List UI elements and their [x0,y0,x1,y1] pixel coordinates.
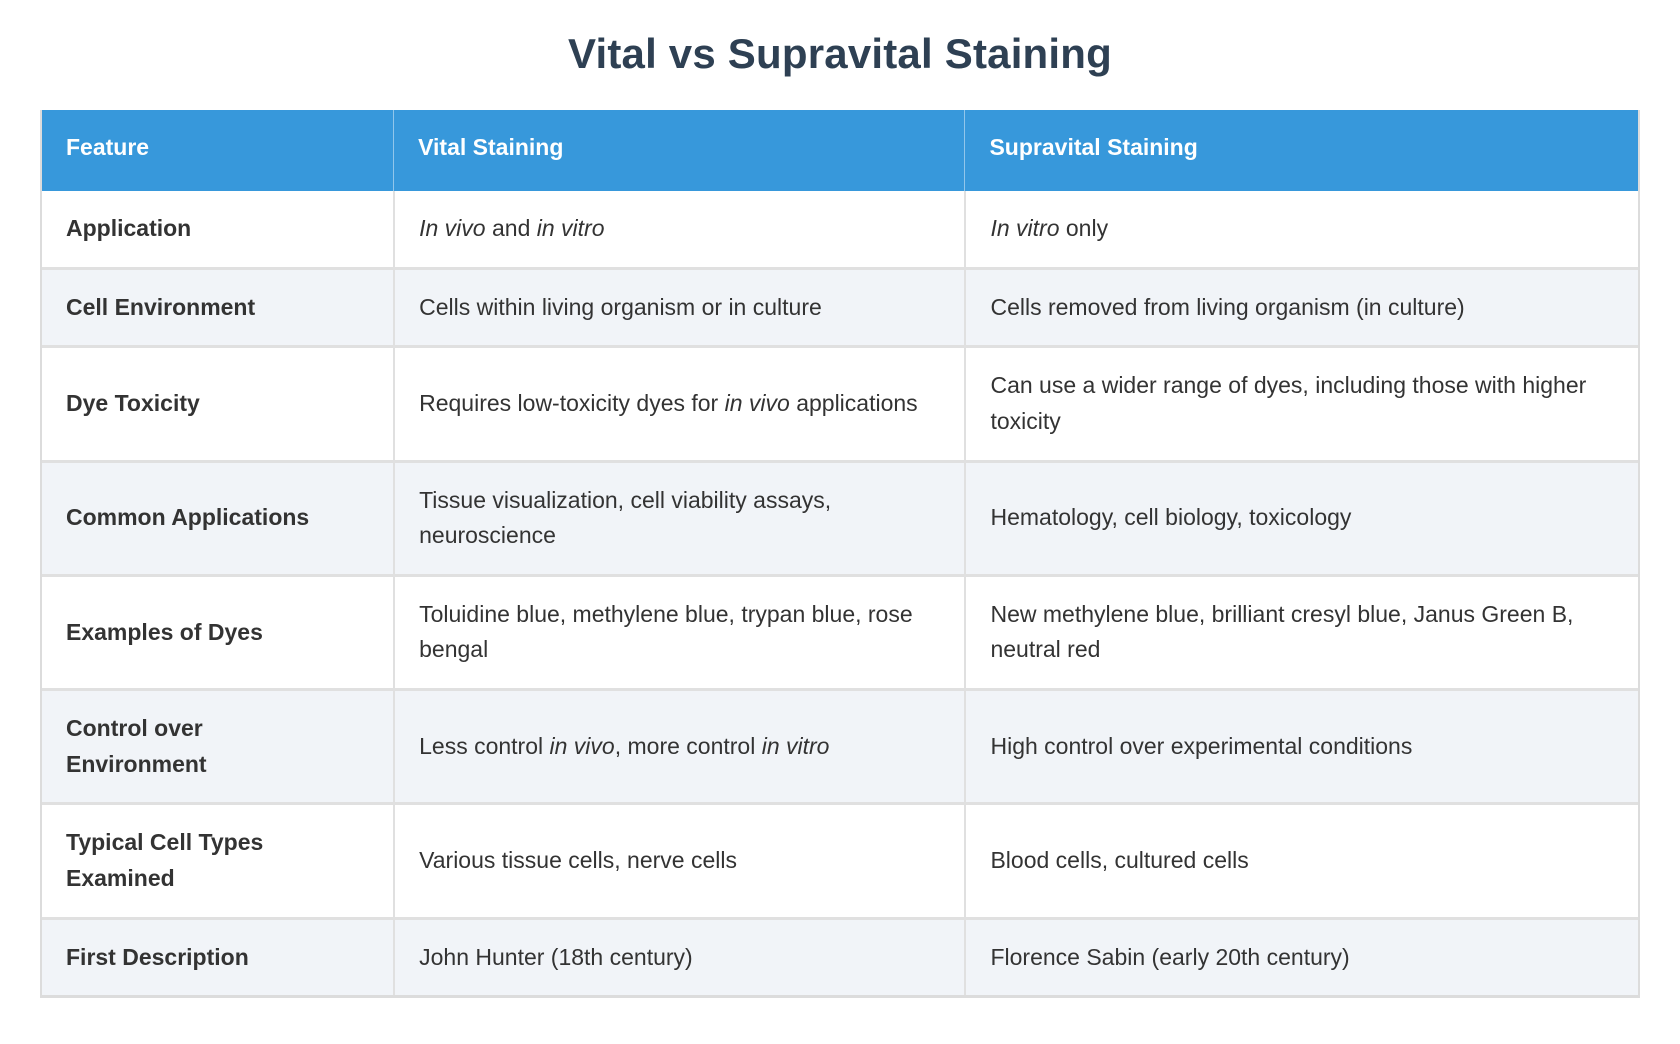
vital-staining-cell: In vivo and in vitro [393,191,965,267]
text-segment: Cells within living organism or in cultu… [419,293,822,320]
italic-text-segment: in vivo [724,390,790,417]
vital-staining-cell: Less control in vivo, more control in vi… [393,688,965,803]
vital-staining-cell: Tissue visualization, cell viability ass… [393,459,965,574]
text-segment: Requires low-toxicity dyes for [419,390,725,417]
feature-cell: Typical Cell Types Examined [42,802,394,917]
feature-cell: Cell Environment [42,266,394,346]
italic-text-segment: in vivo [549,732,615,759]
table-header-row: Feature Vital Staining Supravital Staini… [42,110,1638,191]
table-row: Common Applications Tissue visualization,… [42,459,1638,574]
vital-staining-cell: Requires low-toxicity dyes for in vivo a… [393,345,965,460]
supravital-staining-cell: Cells removed from living organism (in c… [964,266,1638,346]
supravital-staining-cell: High control over experimental condition… [964,688,1638,803]
vital-staining-cell: Toluidine blue, methylene blue, trypan b… [393,573,965,689]
page-title: Vital vs Supravital Staining [568,30,1112,77]
table-row: Cell Environment Cells within living orga… [42,266,1638,346]
comparison-table: Feature Vital Staining Supravital Staini… [40,110,1640,999]
text-segment: Various tissue cells, nerve cells [419,847,737,874]
italic-text-segment: In vitro [990,215,1060,241]
table-row: First Description John Hunter (18th centu… [42,916,1638,996]
vital-staining-cell: John Hunter (18th century) [393,916,965,996]
text-segment: Less control [419,732,550,759]
column-header-vital-staining: Vital Staining [393,110,965,191]
vital-staining-cell: Various tissue cells, nerve cells [393,802,965,917]
feature-cell: Common Applications [42,459,394,574]
text-segment: Blood cells, cultured cells [990,847,1249,874]
supravital-staining-cell: Hematology, cell biology, toxicology [964,459,1638,574]
text-segment: applications [789,390,918,417]
feature-cell: Control over Environment [42,688,394,803]
table-row: Control over Environment Less control in … [42,688,1638,803]
text-segment: only [1059,215,1109,241]
text-segment: and [485,215,537,241]
italic-text-segment: in vitro [536,215,605,241]
table-row: Dye Toxicity Requires low-toxicity dyes f… [42,345,1638,460]
text-segment: Can use a wider range of dyes, including… [990,372,1587,434]
text-segment: Toluidine blue, methylene blue, trypan b… [419,600,913,663]
italic-text-segment: in vitro [761,732,830,759]
table-row: Application In vivo and in vitro In vitro … [42,191,1638,267]
text-segment: John Hunter (18th century) [419,943,693,970]
supravital-staining-cell: Blood cells, cultured cells [964,802,1638,917]
supravital-staining-cell: Florence Sabin (early 20th century) [964,916,1638,996]
supravital-staining-cell: New methylene blue, brilliant cresyl blu… [964,573,1638,689]
column-header-supravital-staining: Supravital Staining [964,110,1638,191]
text-segment: Hematology, cell biology, toxicology [990,504,1352,531]
text-segment: Tissue visualization, cell viability ass… [419,486,832,549]
text-segment: Florence Sabin (early 20th century) [990,943,1350,970]
table-row: Typical Cell Types Examined Various tissu… [42,802,1638,917]
supravital-staining-cell: In vitro only [964,191,1638,267]
column-header-feature: Feature [42,110,394,191]
table-body: Application In vivo and in vitro In vitro … [42,191,1638,996]
text-segment: High control over experimental condition… [990,732,1413,759]
vital-staining-cell: Cells within living organism or in cultu… [393,266,965,346]
text-segment: Cells removed from living organism (in c… [990,293,1465,320]
text-segment: , more control [614,732,762,759]
feature-cell: Examples of Dyes [42,573,394,689]
italic-text-segment: In vivo [419,215,486,241]
feature-cell: Application [42,191,394,267]
text-segment: New methylene blue, brilliant cresyl blu… [990,600,1574,663]
supravital-staining-cell: Can use a wider range of dyes, including… [964,345,1638,460]
feature-cell: Dye Toxicity [42,345,394,460]
table-row: Examples of Dyes Toluidine blue, methylen… [42,573,1638,689]
feature-cell: First Description [42,916,394,996]
